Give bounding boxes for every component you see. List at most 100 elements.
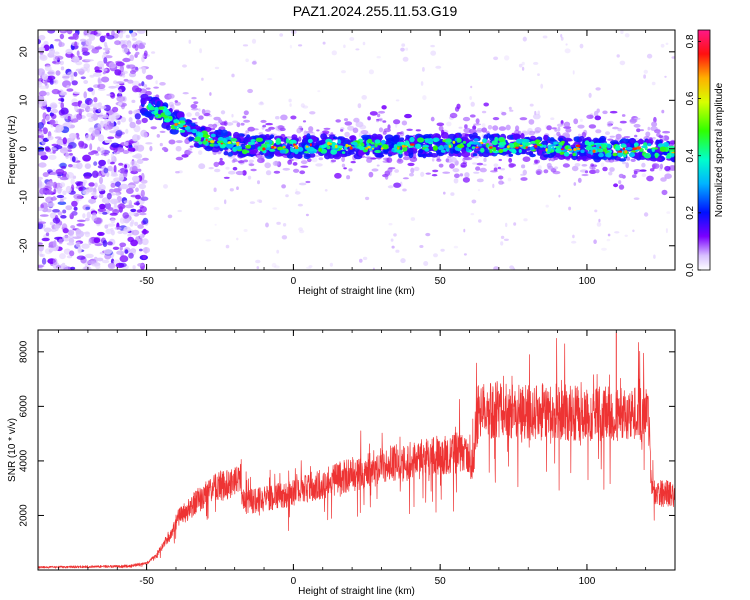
noise-blob [132,265,136,270]
noise-blob [60,215,67,219]
halo-blob [462,116,471,122]
halo-blob [619,120,627,124]
noise-blob [71,56,80,63]
halo-blob [204,109,211,114]
faint-blob [508,106,512,110]
noise-blob [139,234,144,239]
noise-blob [83,80,89,84]
halo-blob [420,171,425,177]
halo-blob [505,124,511,131]
faint-blob [606,238,611,242]
faint-blob [289,103,292,107]
hot-spot [636,146,641,150]
ridge-peak-blob [589,141,595,145]
noise-blob [132,37,137,41]
faint-blob [209,92,212,96]
noise-blob [76,50,80,57]
halo-blob [343,167,347,170]
noise-blob [108,85,117,89]
noise-blob [62,190,67,195]
ridge-peak-blob [381,139,386,145]
colorbar-tick-label: 0.6 [685,91,696,105]
noise-blob [82,231,90,235]
ridge-peak-blob [396,141,402,147]
noise-blob [124,249,129,254]
faint-blob [430,44,435,48]
faint-blob [272,207,277,210]
ridge-peak-blob [553,142,558,145]
halo-blob [593,110,599,117]
spectrogram-blobs [38,30,675,270]
halo-blob [475,118,480,124]
noise-blob [114,226,122,231]
noise-blob [50,108,59,114]
halo-blob [658,135,663,139]
noise-blob [38,221,47,224]
ridge-blob [472,153,478,157]
halo-blob [602,110,608,115]
ridge-peak-blob [226,144,233,149]
halo-blob [265,122,273,126]
faint-blob [298,44,303,47]
ridge-blob [557,153,566,160]
noise-blob [88,34,96,41]
faint-blob [213,206,220,211]
faint-blob [633,197,640,200]
ridge-blob [440,131,449,139]
ridge-peak-blob [202,140,208,145]
ridge-peak-blob [472,141,479,145]
halo-blob [366,157,373,163]
noise-blob [52,217,61,224]
ridge-peak-blob [179,129,186,133]
ridge-peak-blob [518,149,522,153]
faint-blob [198,150,203,156]
noise-blob [75,61,83,66]
halo-blob [528,119,535,125]
noise-blob [119,246,123,251]
halo-blob [618,173,624,179]
ridge-peak-blob [529,146,535,151]
hot-spot [409,143,415,146]
halo-blob [562,163,571,168]
noise-blob [44,79,48,86]
noise-blob [137,240,143,245]
halo-blob [452,168,460,173]
faint-blob [362,41,366,46]
noise-blob [102,259,110,264]
ridge-peak-blob [250,139,256,142]
hot-spot [671,151,675,154]
faint-blob [616,54,620,58]
noise-blob [38,151,47,156]
ridge-peak-blob [330,149,338,155]
noise-blob [122,40,128,45]
noise-blob [102,114,109,119]
halo-blob [226,122,234,126]
faint-blob [425,232,431,237]
faint-blob [401,43,406,47]
faint-blob [322,41,326,45]
noise-blob [110,227,114,232]
noise-blob [38,122,44,129]
noise-blob [54,136,62,139]
noise-blob [94,217,103,225]
halo-blob [393,182,401,188]
noise-blob [48,154,57,160]
halo-blob [473,123,482,126]
ridge-peak-blob [357,146,364,150]
noise-blob [52,150,56,154]
faint-blob [568,206,572,211]
halo-blob [247,175,252,180]
noise-blob [41,73,49,81]
noise-blob [76,137,81,140]
noise-blob [126,184,136,188]
noise-blob [115,181,121,187]
noise-blob [104,55,113,59]
noise-blob [95,263,101,270]
noise-blob [128,110,133,115]
noise-blob [54,55,64,60]
halo-blob [252,128,259,131]
halo-blob [243,119,251,123]
halo-blob [168,139,176,145]
noise-blob [69,213,74,219]
ridge-peak-blob [516,138,522,144]
